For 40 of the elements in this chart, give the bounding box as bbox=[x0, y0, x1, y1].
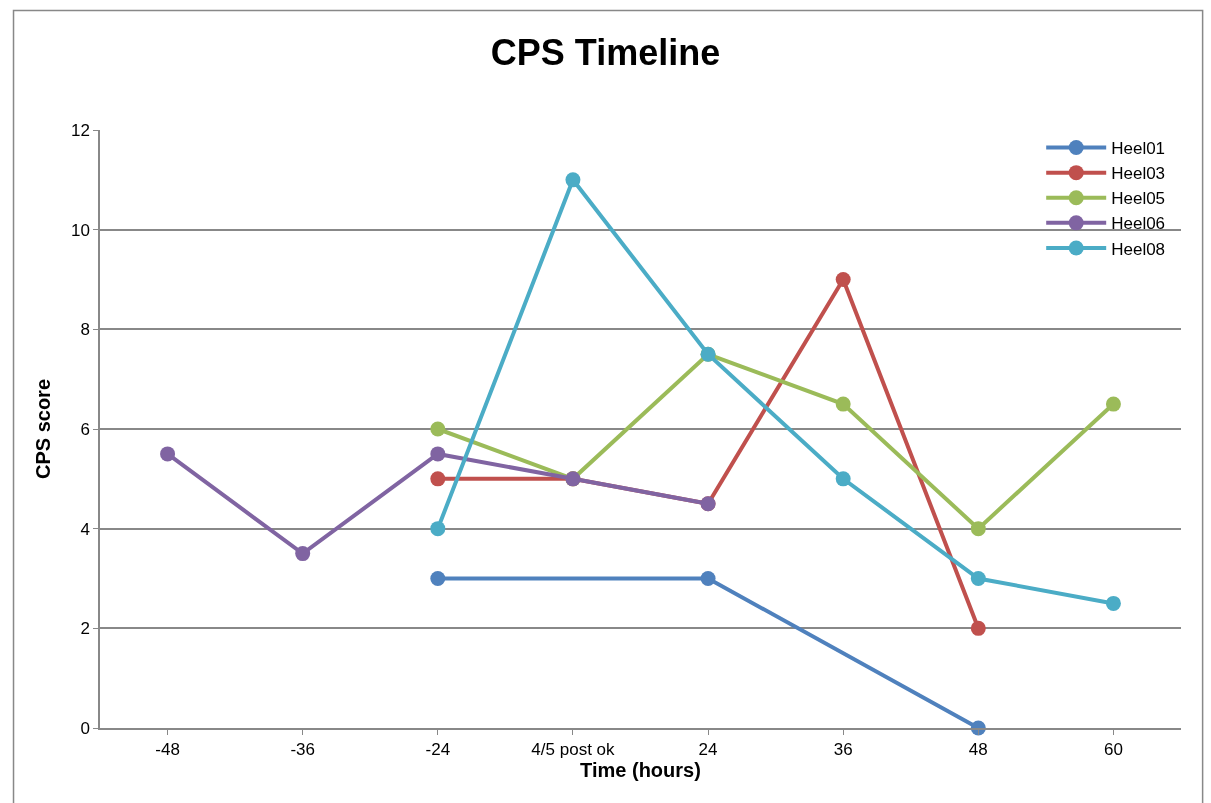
x-tick-label: -36 bbox=[290, 740, 315, 760]
chart-title: CPS Timeline bbox=[490, 32, 721, 74]
x-tick-label: 24 bbox=[698, 740, 718, 760]
point bbox=[295, 546, 311, 562]
x-tick-label: 4/5 post ok bbox=[531, 740, 616, 760]
point bbox=[1105, 396, 1121, 412]
point bbox=[835, 272, 851, 287]
point bbox=[970, 571, 986, 586]
point bbox=[160, 446, 176, 462]
point bbox=[970, 521, 986, 537]
legend-label: Heel03 bbox=[1111, 164, 1166, 184]
legend-label: Heel01 bbox=[1111, 139, 1166, 159]
point bbox=[430, 421, 446, 437]
y-tick-label: 2 bbox=[80, 619, 90, 639]
x-tick-label: 48 bbox=[968, 740, 988, 760]
point bbox=[430, 471, 446, 487]
x-tick-label: 36 bbox=[833, 740, 853, 760]
point bbox=[835, 471, 851, 487]
y-axis-title: CPS score bbox=[31, 378, 54, 480]
x-tick-label: -24 bbox=[425, 740, 451, 760]
point bbox=[430, 571, 446, 586]
y-tick-label: 12 bbox=[70, 120, 90, 140]
legend-label: Heel06 bbox=[1111, 214, 1166, 234]
point bbox=[835, 396, 851, 412]
x-tick-label: 60 bbox=[1103, 740, 1123, 760]
legend-label: Heel08 bbox=[1111, 239, 1166, 259]
legend-label: Heel05 bbox=[1111, 189, 1166, 209]
point bbox=[565, 172, 581, 188]
x-axis-title: Time (hours) bbox=[580, 759, 701, 782]
y-tick-label: 0 bbox=[80, 718, 90, 738]
y-tick-label: 4 bbox=[80, 519, 90, 539]
point bbox=[700, 571, 716, 586]
y-tick-label: 10 bbox=[70, 220, 90, 240]
point bbox=[970, 620, 986, 636]
x-tick-label: -48 bbox=[155, 740, 180, 760]
y-tick-label: 8 bbox=[80, 320, 90, 340]
point bbox=[430, 446, 446, 462]
point bbox=[430, 521, 446, 537]
point bbox=[1105, 595, 1121, 611]
y-tick-label: 6 bbox=[80, 419, 90, 439]
